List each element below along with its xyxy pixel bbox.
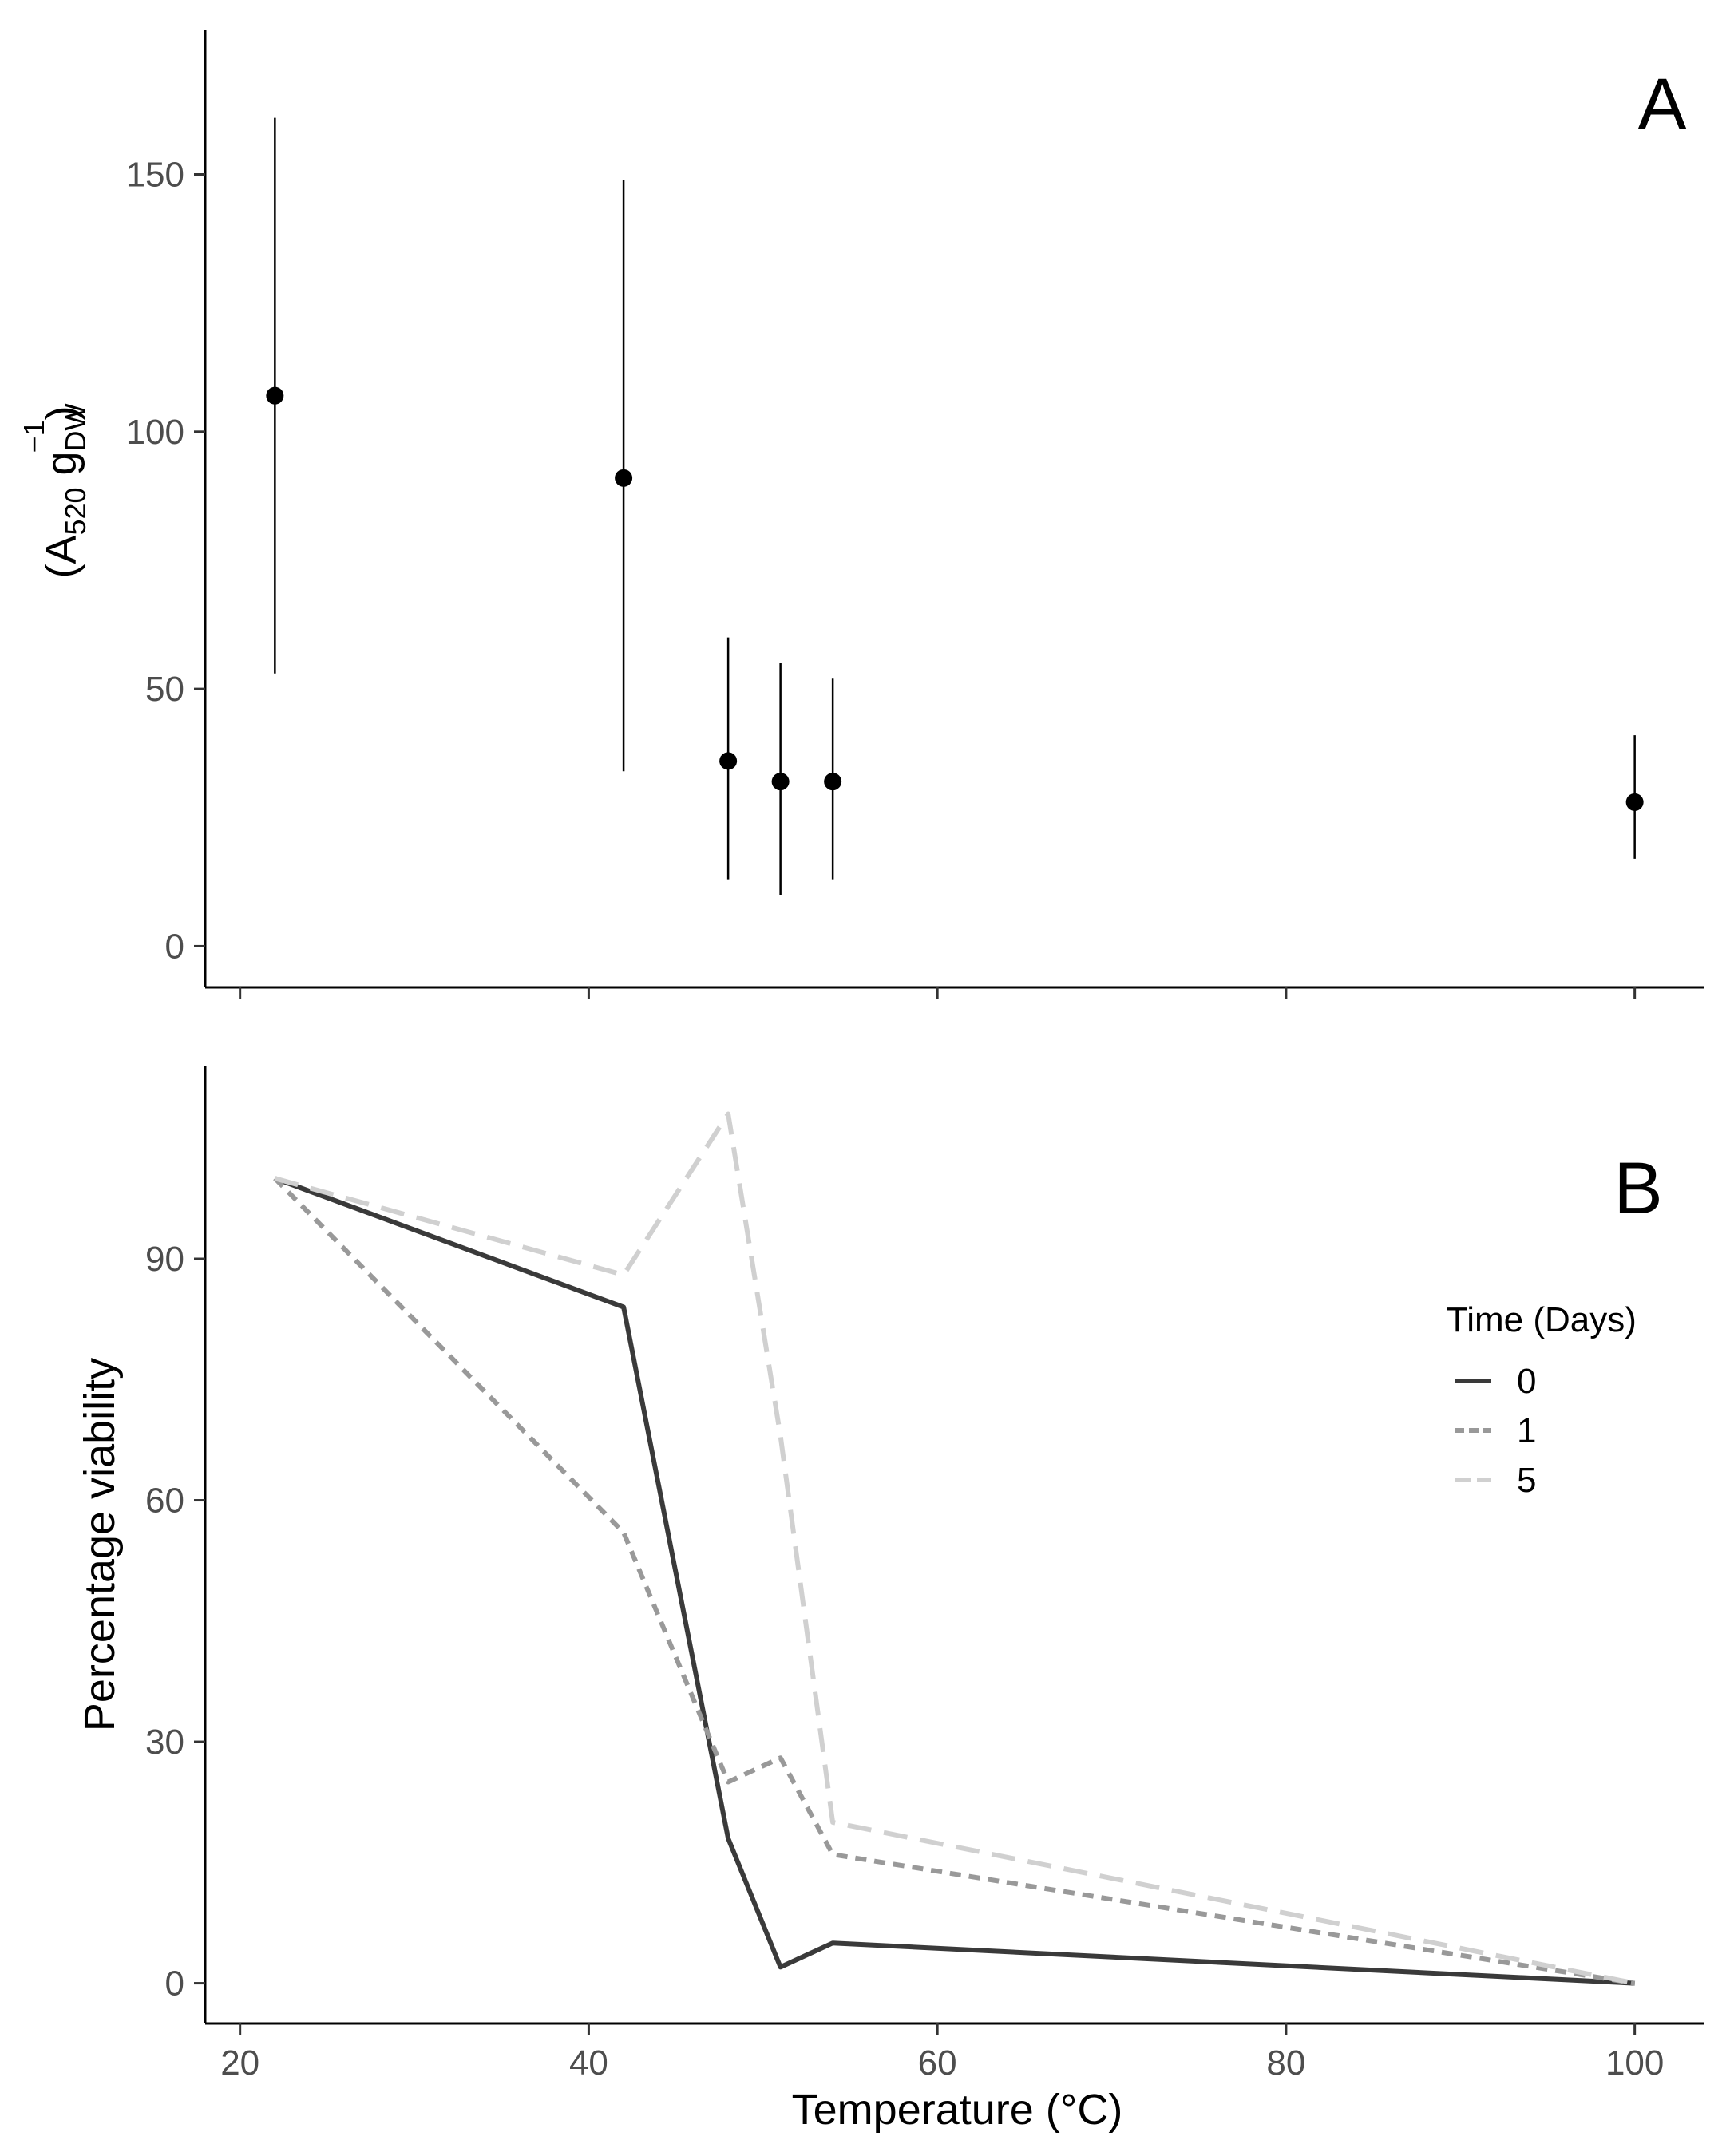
y-title-sub-absorbance: 520	[59, 487, 92, 535]
y-title-sub-dw: DW	[59, 403, 92, 451]
panel-a-label: A	[1637, 64, 1687, 145]
series-line-5	[274, 1111, 1636, 1986]
panel-b-x-tick-label: 40	[569, 2043, 608, 2083]
panel-a-y-ticks: 0 50 100 150	[126, 155, 205, 966]
data-point	[266, 386, 284, 405]
panel-a-y-tick-label: 50	[145, 670, 184, 709]
data-point	[615, 469, 633, 487]
panel-b-x-tick-label: 60	[918, 2043, 957, 2083]
panel-b-x-tick-label: 80	[1266, 2043, 1305, 2083]
panel-a-x-ticks	[239, 987, 1637, 999]
legend-label-1: 1	[1517, 1411, 1536, 1450]
legend-label-5: 5	[1517, 1461, 1536, 1500]
legend-title: Time (Days)	[1447, 1300, 1637, 1339]
data-point	[719, 752, 738, 770]
panel-b-y-ticks: 0 30 60 90	[145, 1240, 205, 2004]
y-title-sup: −1	[18, 420, 50, 453]
panel-b-x-tick-label: 20	[220, 2043, 259, 2083]
data-point	[771, 773, 790, 791]
panel-b-x-axis-title: Temperature (°C)	[792, 2086, 1123, 2134]
legend: Time (Days) 0 1 5	[1447, 1300, 1637, 1500]
panel-b-y-tick-label: 30	[145, 1723, 184, 1762]
y-title-prefix: (A	[38, 536, 85, 579]
panel-b-x-tick-label: 100	[1605, 2043, 1664, 2083]
y-title-suffix: )	[38, 405, 85, 420]
panel-b-series-lines	[273, 1111, 1636, 1986]
panel-b-y-tick-label: 0	[165, 1964, 184, 2004]
panel-a-y-tick-label: 0	[165, 927, 184, 966]
panel-a-y-tick-label: 100	[126, 413, 184, 452]
panel-a-y-axis-title: (A520 gDW −1)	[18, 403, 92, 578]
panel-b-y-tick-label: 60	[145, 1482, 184, 1521]
panel-b-y-tick-label: 90	[145, 1240, 184, 1279]
panel-b-x-ticks: 20 40 60 80 100	[220, 2023, 1664, 2083]
y-title-g: g	[38, 451, 85, 487]
panel-a-y-tick-label: 150	[126, 155, 184, 194]
panel-b-label: B	[1613, 1148, 1662, 1229]
data-point	[824, 773, 842, 791]
panel-b-y-axis-title: Percentage viability	[76, 1358, 124, 1731]
panel-b: 0 30 60 90 20 40 60 80 100 B Percentage viabili…	[76, 1066, 1704, 2134]
panel-a: 0 50 100 150 A (A520 gDW −1)	[18, 30, 1704, 999]
panel-a-points	[266, 386, 1644, 811]
series-line-1	[273, 1177, 1636, 1986]
data-point	[1625, 793, 1644, 811]
series-line-0	[274, 1176, 1635, 1986]
panel-a-error-bars	[274, 117, 1636, 895]
legend-label-0: 0	[1517, 1362, 1536, 1401]
